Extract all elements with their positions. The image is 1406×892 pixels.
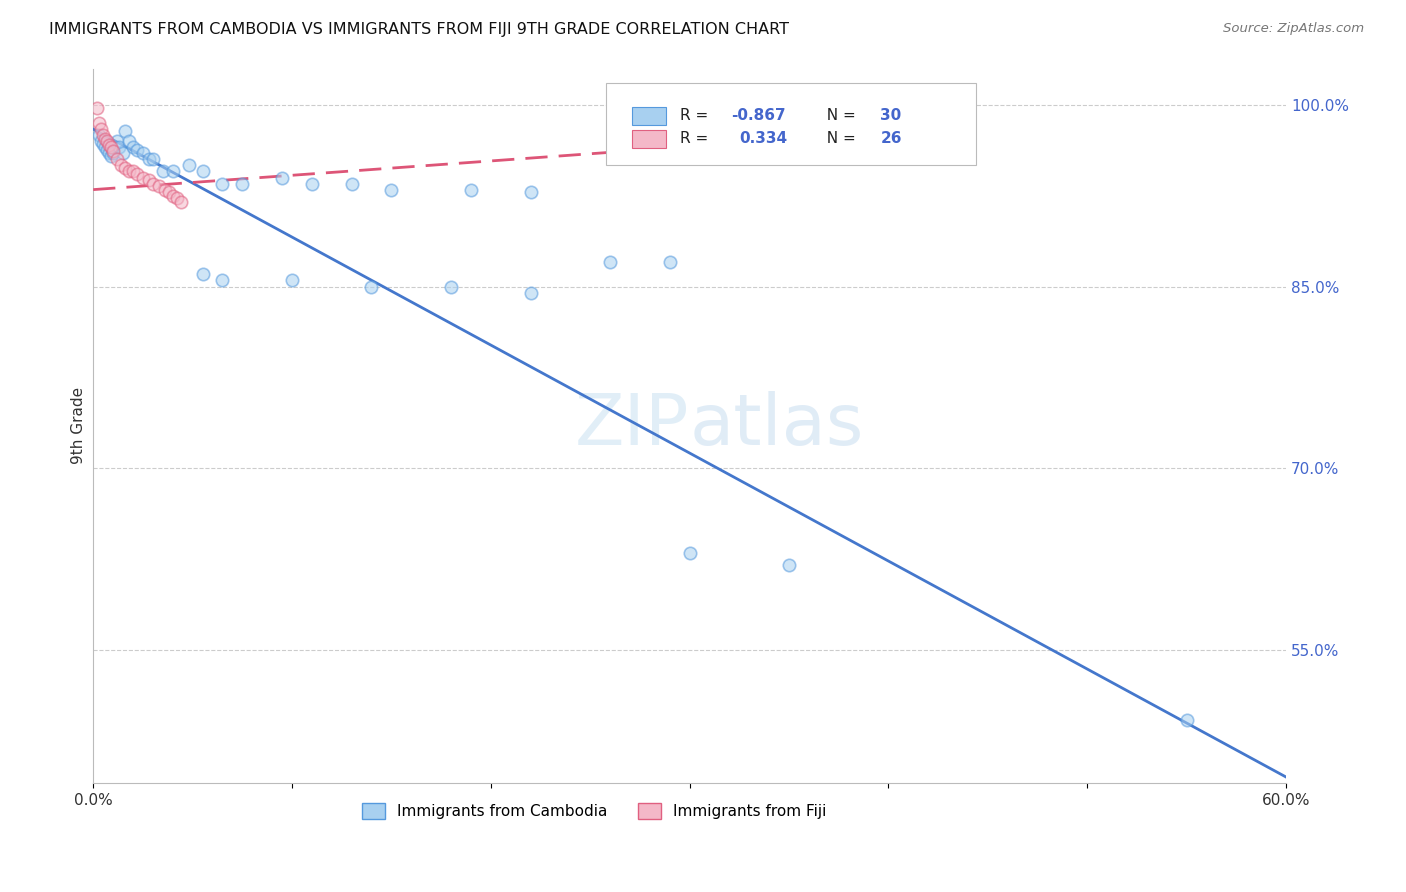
Point (166, 191, 188, 205)
Point (211, 177, 233, 191)
Text: N =: N = (817, 108, 860, 123)
Point (118, 164, 141, 178)
Text: 30: 30 (880, 108, 901, 123)
Point (142, 177, 165, 191)
Point (108, 140, 131, 154)
Point (114, 124, 136, 138)
Point (100, 140, 122, 154)
FancyBboxPatch shape (633, 130, 665, 148)
Point (211, 273, 233, 287)
Point (111, 146, 134, 161)
Text: atlas: atlas (689, 392, 863, 460)
Point (152, 164, 174, 178)
Point (89, 128, 111, 142)
Text: R =: R = (681, 131, 718, 146)
Text: R =: R = (681, 108, 713, 123)
Point (105, 153, 128, 167)
Point (142, 153, 165, 167)
Point (440, 279, 463, 293)
Point (101, 144, 124, 158)
Point (658, 255, 681, 269)
Point (231, 177, 253, 191)
Point (678, 146, 700, 161)
Text: 0.334: 0.334 (740, 131, 787, 146)
Text: ZIP: ZIP (575, 392, 689, 460)
Point (599, 255, 621, 269)
Point (281, 273, 304, 287)
Point (118, 134, 141, 148)
Point (162, 188, 184, 202)
Point (157, 185, 180, 199)
Point (96, 134, 118, 148)
Point (519, 285, 541, 300)
FancyBboxPatch shape (633, 107, 665, 125)
Point (169, 194, 191, 209)
Point (90, 122, 112, 136)
Point (132, 170, 155, 185)
Point (89, 116, 111, 130)
Point (125, 143, 148, 157)
Point (122, 140, 145, 154)
Point (191, 164, 214, 178)
Point (271, 170, 294, 185)
Text: Source: ZipAtlas.com: Source: ZipAtlas.com (1223, 22, 1364, 36)
Point (105, 134, 128, 148)
Point (340, 177, 363, 191)
Point (91, 128, 114, 142)
Legend: Immigrants from Cambodia, Immigrants from Fiji: Immigrants from Cambodia, Immigrants fro… (356, 797, 832, 825)
Point (101, 146, 124, 161)
Point (778, 558, 800, 572)
Point (132, 146, 155, 161)
Point (678, 546, 700, 560)
Point (98, 146, 121, 161)
Text: N =: N = (817, 131, 860, 146)
Point (98, 137, 121, 152)
Point (110, 158, 132, 172)
Text: 26: 26 (880, 131, 901, 146)
Point (148, 179, 170, 194)
Point (162, 164, 184, 178)
Point (91, 136, 114, 151)
Point (153, 183, 176, 197)
Point (519, 185, 541, 199)
Point (460, 183, 482, 197)
Point (301, 177, 323, 191)
Point (90, 134, 112, 148)
Point (114, 161, 136, 175)
Point (360, 279, 382, 293)
FancyBboxPatch shape (606, 83, 976, 165)
Point (94, 132, 117, 146)
Point (86, 102, 108, 116)
Point (138, 153, 160, 167)
Point (94, 140, 117, 154)
Text: -0.867: -0.867 (731, 108, 786, 123)
Text: IMMIGRANTS FROM CAMBODIA VS IMMIGRANTS FROM FIJI 9TH GRADE CORRELATION CHART: IMMIGRANTS FROM CAMBODIA VS IMMIGRANTS F… (49, 22, 789, 37)
Point (738, 143, 761, 157)
Point (177, 158, 200, 172)
Point (96, 143, 118, 157)
Point (122, 164, 145, 178)
Point (100, 149, 122, 163)
Point (1175, 713, 1198, 727)
Y-axis label: 9th Grade: 9th Grade (72, 387, 86, 465)
Point (125, 167, 148, 181)
Point (138, 173, 160, 187)
Point (380, 183, 402, 197)
Point (191, 268, 214, 282)
